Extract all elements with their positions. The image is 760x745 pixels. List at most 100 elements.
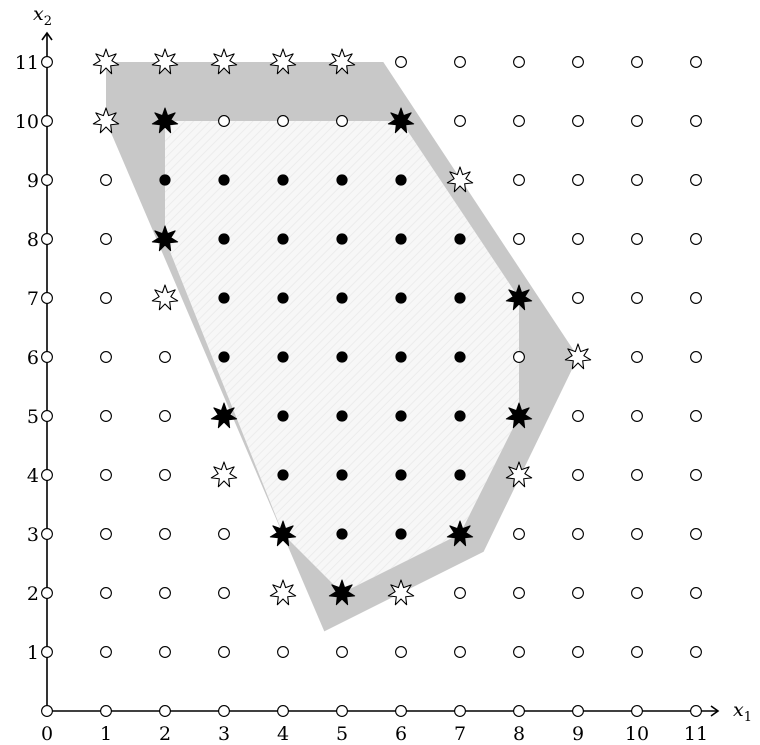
open-lattice-point xyxy=(690,351,702,363)
open-lattice-point xyxy=(41,646,53,658)
open-lattice-point xyxy=(100,292,112,304)
filled-lattice-point xyxy=(218,174,230,186)
y-tick-label: 9 xyxy=(27,170,39,192)
filled-lattice-point xyxy=(395,469,407,481)
open-lattice-point xyxy=(218,705,230,717)
filled-lattice-point xyxy=(395,528,407,540)
open-lattice-point xyxy=(690,115,702,127)
filled-lattice-point xyxy=(336,469,348,481)
open-lattice-point xyxy=(631,528,643,540)
open-lattice-point xyxy=(100,469,112,481)
open-lattice-point xyxy=(572,233,584,245)
y-axis-label-base: x xyxy=(33,3,44,25)
filled-lattice-point xyxy=(159,174,171,186)
open-lattice-point xyxy=(513,646,525,658)
open-lattice-point xyxy=(572,587,584,599)
white-star-point xyxy=(564,343,592,370)
filled-lattice-point xyxy=(277,410,289,422)
filled-lattice-point xyxy=(277,174,289,186)
filled-lattice-point xyxy=(336,292,348,304)
x-tick-label: 7 xyxy=(454,723,466,745)
open-lattice-point xyxy=(572,56,584,68)
open-lattice-point xyxy=(690,646,702,658)
lattice-points xyxy=(41,48,702,717)
open-lattice-point xyxy=(100,174,112,186)
y-tick-label: 10 xyxy=(15,111,39,133)
filled-lattice-point xyxy=(336,351,348,363)
open-lattice-point xyxy=(100,705,112,717)
x-axis-label-subscript: 1 xyxy=(744,710,752,725)
filled-lattice-point xyxy=(454,292,466,304)
open-lattice-point xyxy=(218,587,230,599)
filled-lattice-point xyxy=(395,410,407,422)
open-lattice-point xyxy=(159,528,171,540)
open-lattice-point xyxy=(454,646,466,658)
y-tick-labels: 1 2 3 4 5 6 7 8 9 10 11 xyxy=(15,52,39,664)
y-axis-label-subscript: 2 xyxy=(44,14,52,29)
open-lattice-point xyxy=(513,56,525,68)
y-tick-label: 3 xyxy=(27,524,39,546)
white-star-point xyxy=(269,579,297,606)
open-lattice-point xyxy=(513,528,525,540)
y-tick-label: 1 xyxy=(27,642,39,664)
open-lattice-point xyxy=(41,292,53,304)
filled-lattice-point xyxy=(395,292,407,304)
y-tick-label: 7 xyxy=(27,288,39,310)
open-lattice-point xyxy=(336,705,348,717)
x-axis: x1 xyxy=(47,699,752,725)
open-lattice-point xyxy=(513,587,525,599)
open-lattice-point xyxy=(631,351,643,363)
x-tick-label: 3 xyxy=(218,723,230,745)
open-lattice-point xyxy=(159,469,171,481)
white-star-point xyxy=(151,48,179,75)
filled-lattice-point xyxy=(336,528,348,540)
open-lattice-point xyxy=(513,174,525,186)
open-lattice-point xyxy=(513,705,525,717)
open-lattice-point xyxy=(41,469,53,481)
x-axis-label: x1 xyxy=(733,699,752,725)
open-lattice-point xyxy=(690,410,702,422)
open-lattice-point xyxy=(100,233,112,245)
white-star-point xyxy=(210,48,238,75)
open-lattice-point xyxy=(631,646,643,658)
open-lattice-point xyxy=(277,115,289,127)
regions xyxy=(106,62,578,632)
open-lattice-point xyxy=(690,705,702,717)
x-tick-labels: 0 1 2 3 4 5 6 7 8 9 10 11 xyxy=(41,723,708,745)
open-lattice-point xyxy=(454,115,466,127)
open-lattice-point xyxy=(572,115,584,127)
white-star-point xyxy=(92,48,120,75)
y-tick-label: 6 xyxy=(27,347,39,369)
open-lattice-point xyxy=(572,469,584,481)
y-tick-label: 11 xyxy=(15,52,39,74)
open-lattice-point xyxy=(395,56,407,68)
open-lattice-point xyxy=(41,705,53,717)
open-lattice-point xyxy=(41,528,53,540)
black-star-point xyxy=(151,225,179,252)
x-tick-label: 4 xyxy=(277,723,289,745)
open-lattice-point xyxy=(41,56,53,68)
open-lattice-point xyxy=(572,646,584,658)
open-lattice-point xyxy=(690,587,702,599)
open-lattice-point xyxy=(690,292,702,304)
open-lattice-point xyxy=(100,528,112,540)
open-lattice-point xyxy=(218,115,230,127)
open-lattice-point xyxy=(572,174,584,186)
open-lattice-point xyxy=(159,587,171,599)
x-axis-arrowhead xyxy=(710,705,720,717)
y-tick-label: 2 xyxy=(27,583,39,605)
black-star-point xyxy=(387,107,415,134)
white-star-point xyxy=(269,48,297,75)
open-lattice-point xyxy=(631,292,643,304)
y-axis-arrowhead xyxy=(41,31,53,41)
filled-lattice-point xyxy=(454,410,466,422)
open-lattice-point xyxy=(631,469,643,481)
filled-lattice-point xyxy=(218,292,230,304)
filled-lattice-point xyxy=(277,351,289,363)
x-tick-label: 10 xyxy=(625,723,649,745)
open-lattice-point xyxy=(218,646,230,658)
white-star-point xyxy=(387,579,415,606)
open-lattice-point xyxy=(690,56,702,68)
x-tick-label: 9 xyxy=(572,723,584,745)
